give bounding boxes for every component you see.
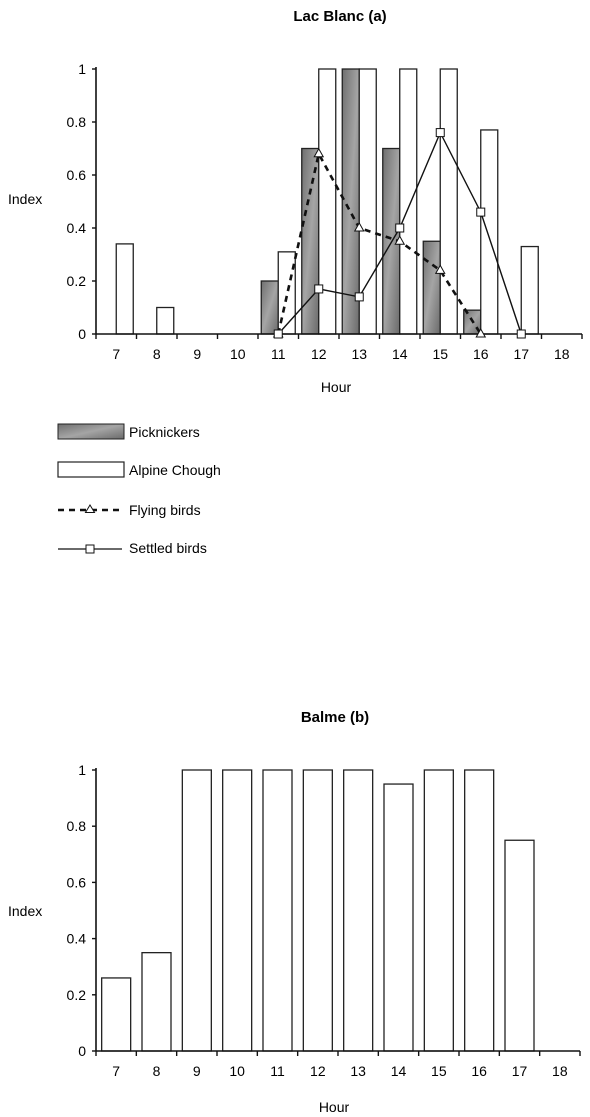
- chart-a-bar-alpine-chough-12: [318, 68, 337, 335]
- chart-a-point-settled-birds: [476, 207, 486, 217]
- chart-b-x-tick-label: 10: [229, 1063, 245, 1079]
- chart-a-y-axis-label: Index: [8, 191, 42, 207]
- chart-a-point-settled-birds: [354, 292, 364, 302]
- chart-a-y-tick-label: 0.4: [67, 220, 87, 236]
- chart-a-x-axis-label: Hour: [321, 379, 352, 395]
- chart-a-y-tick-label: 0.2: [67, 273, 87, 289]
- chart-b-y-tick-label: 1: [78, 762, 86, 778]
- chart-a-x-tick-label: 7: [112, 346, 120, 362]
- chart-b-x-tick-label: 14: [391, 1063, 407, 1079]
- chart-b-x-tick-label: 13: [350, 1063, 366, 1079]
- chart-b-y-tick-label: 0: [78, 1043, 86, 1059]
- chart-a-bar-alpine-chough-17: [520, 245, 539, 335]
- chart-a-bar-alpine-chough-8: [156, 306, 175, 335]
- chart-b-bar-index-16: [464, 769, 495, 1052]
- legend-label-picknickers: Picknickers: [129, 424, 200, 440]
- chart-b-x-tick-label: 18: [552, 1063, 568, 1079]
- chart-b-bar-index-12: [302, 769, 333, 1052]
- chart-a-point-settled-birds: [435, 128, 445, 138]
- chart-b-x-tick-label: 8: [153, 1063, 161, 1079]
- chart-a-x-tick-label: 17: [513, 346, 529, 362]
- legend-label-alpine-chough: Alpine Chough: [129, 462, 221, 478]
- chart-a-point-settled-birds: [273, 329, 283, 339]
- chart-b-x-axis-label: Hour: [319, 1099, 350, 1115]
- chart-b-bar-index-13: [343, 769, 374, 1052]
- chart-b-x-tick-label: 9: [193, 1063, 201, 1079]
- chart-b-title: Balme (b): [301, 709, 369, 726]
- legend-triangle-marker-icon: [84, 504, 96, 513]
- chart-a-bar-picknickers-15: [422, 240, 441, 335]
- chart-a-point-flying-birds: [475, 327, 487, 338]
- chart-a-title: Lac Blanc (a): [293, 8, 386, 25]
- chart-a-y-tick-label: 0.6: [67, 167, 87, 183]
- chart-b-x-tick-label: 11: [270, 1063, 285, 1079]
- chart-b-x-tick-label: 15: [431, 1063, 447, 1079]
- chart-b-bar-index-8: [141, 952, 172, 1052]
- legend-square-marker-icon: [85, 544, 95, 554]
- chart-a-y-tick-label: 1: [78, 61, 86, 77]
- chart-a-x-tick-label: 18: [554, 346, 570, 362]
- chart-a-bar-alpine-chough-7: [115, 243, 134, 335]
- chart-a-point-flying-birds: [394, 235, 406, 245]
- chart-a-bar-alpine-chough-16: [480, 129, 499, 335]
- chart-b-y-tick-label: 0.6: [67, 874, 87, 890]
- legend-swatch-alpine-chough: [57, 461, 125, 478]
- chart-a-x-tick-label: 11: [271, 346, 286, 362]
- chart-b-bar-index-7: [101, 977, 132, 1052]
- chart-b-bar-index-14: [383, 783, 414, 1052]
- chart-b-bar-index-11: [262, 769, 293, 1052]
- chart-a-bar-picknickers-11: [260, 280, 279, 335]
- chart-b-ticks: 00.20.40.60.817 8 9 10 11 12 13 14 15 16 17 18: [67, 762, 581, 1079]
- chart-a-legend: Picknickers Alpine Chough Flying birds S…: [57, 423, 221, 556]
- chart-a-bar-picknickers-12: [301, 147, 320, 335]
- chart-b-bar-index-17: [504, 839, 535, 1052]
- chart-a-point-flying-birds: [353, 221, 365, 232]
- chart-a-x-tick-label: 10: [230, 346, 246, 362]
- chart-a-point-settled-birds: [395, 223, 405, 233]
- chart-a-x-tick-label: 14: [392, 346, 408, 362]
- chart-b-bars: [101, 769, 535, 1052]
- chart-b-y-tick-label: 0.8: [67, 818, 87, 834]
- chart-a-x-tick-label: 9: [193, 346, 201, 362]
- chart-a-line-flying-birds: [276, 150, 482, 335]
- chart-a-y-tick-label: 0: [78, 326, 86, 342]
- chart-a-x-tick-label: 15: [432, 346, 448, 362]
- chart-a-x-tick-label: 16: [473, 346, 489, 362]
- chart-a-point-settled-birds: [516, 329, 526, 339]
- chart-balme: Balme (b) Index Hour 00.20.40.60.817 8 9 10…: [8, 709, 581, 1115]
- legend-swatch-picknickers: [57, 423, 125, 440]
- legend-label-flying-birds: Flying birds: [129, 502, 201, 518]
- chart-a-point-flying-birds: [434, 264, 446, 274]
- chart-b-x-tick-label: 12: [310, 1063, 326, 1079]
- chart-a-lines: [272, 128, 526, 339]
- chart-a-x-tick-label: 13: [351, 346, 367, 362]
- chart-b-y-tick-label: 0.4: [67, 931, 87, 947]
- chart-a-axes: [95, 67, 582, 335]
- chart-b-x-tick-label: 16: [471, 1063, 487, 1079]
- chart-b-x-tick-label: 7: [112, 1063, 120, 1079]
- chart-a-x-tick-label: 12: [311, 346, 327, 362]
- chart-lac-blanc: Lac Blanc (a) Index Hour 00.20.40.60.817…: [8, 8, 583, 395]
- chart-b-bar-index-15: [423, 769, 454, 1052]
- chart-a-x-tick-label: 8: [153, 346, 161, 362]
- chart-a-point-flying-birds: [313, 147, 325, 158]
- chart-b-y-axis-label: Index: [8, 903, 42, 919]
- chart-a-y-tick-label: 0.8: [67, 114, 87, 130]
- legend-label-settled-birds: Settled birds: [129, 540, 207, 556]
- chart-b-y-tick-label: 0.2: [67, 987, 87, 1003]
- chart-a-point-settled-birds: [314, 284, 324, 294]
- chart-b-bar-index-10: [222, 769, 253, 1052]
- chart-b-bar-index-9: [181, 769, 212, 1052]
- chart-b-x-tick-label: 17: [512, 1063, 528, 1079]
- chart-a-bar-alpine-chough-14: [399, 68, 418, 335]
- chart-a-ticks: 00.20.40.60.817 8 9 10 11 12 13 14 15 16 17 18: [67, 61, 583, 362]
